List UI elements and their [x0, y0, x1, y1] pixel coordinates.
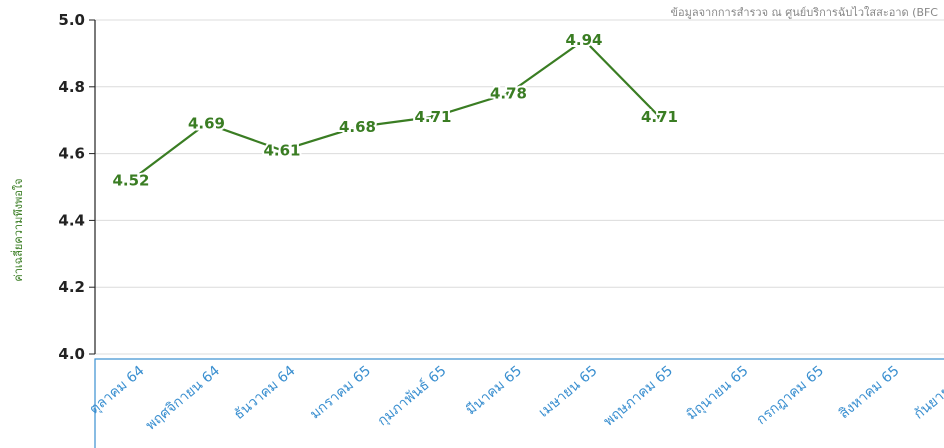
x-tick-label: เมษายน 65 [536, 363, 601, 421]
x-tick-label: กันยายน 65 [911, 363, 944, 423]
y-tick-label: 5.0 [58, 11, 85, 29]
x-tick-label: มิถุนายน 65 [684, 363, 752, 424]
x-tick-label: สิงหาคม 65 [836, 363, 902, 422]
data-label: 4.68 [339, 118, 376, 136]
series-line-path [130, 38, 661, 182]
y-tick-label: 4.2 [58, 278, 85, 296]
data-label: 4.78 [490, 84, 527, 102]
x-tick-label: กุมภาพันธ์ 65 [374, 362, 450, 429]
y-tick-label: 4.8 [58, 78, 85, 96]
data-label: 4.71 [414, 108, 451, 126]
source-note: ข้อมูลจากการสำรวจ ณ ศูนย์บริการฉับไวใสสะ… [670, 6, 938, 19]
data-point [355, 124, 360, 130]
data-point [279, 147, 285, 153]
x-tick-label: มกราคม 65 [307, 363, 374, 423]
data-point [581, 37, 587, 43]
x-tick-label: พฤศจิกายน 64 [143, 363, 223, 434]
data-point [430, 114, 436, 120]
x-tick-label: กรกฎาคม 65 [754, 363, 828, 428]
grid-lines [95, 19, 944, 355]
data-point [657, 114, 662, 120]
data-label: 4.69 [188, 115, 225, 133]
axes [89, 19, 944, 448]
data-label: 4.94 [565, 31, 602, 49]
x-axis-frame [94, 358, 944, 448]
y-tick-label: 4.6 [58, 145, 85, 163]
data-label: 4.52 [112, 171, 149, 189]
x-tick-label: ธันวาคม 64 [231, 363, 299, 423]
series-line [128, 37, 662, 183]
y-tick-label: 4.4 [58, 211, 85, 229]
data-label: 4.61 [263, 141, 300, 159]
x-tick-label: ตุลาคม 64 [86, 363, 147, 418]
data-labels: 4.52 4.69 4.61 4.68 4.71 4.78 4.94 4.71 [110, 29, 680, 191]
x-tick-label: พฤษภาคม 65 [601, 363, 676, 430]
y-tick-labels: 5.0 4.8 4.6 4.4 4.2 4.0 [58, 11, 85, 363]
data-label: 4.71 [641, 108, 678, 126]
data-point [204, 121, 209, 127]
data-point [506, 90, 511, 96]
data-point [128, 177, 134, 183]
y-tick-label: 4.0 [58, 345, 85, 363]
x-tick-label: มีนาคม 65 [463, 363, 525, 419]
y-axis-title: ค่าเฉลี่ยความพึงพอใจ [10, 178, 25, 281]
